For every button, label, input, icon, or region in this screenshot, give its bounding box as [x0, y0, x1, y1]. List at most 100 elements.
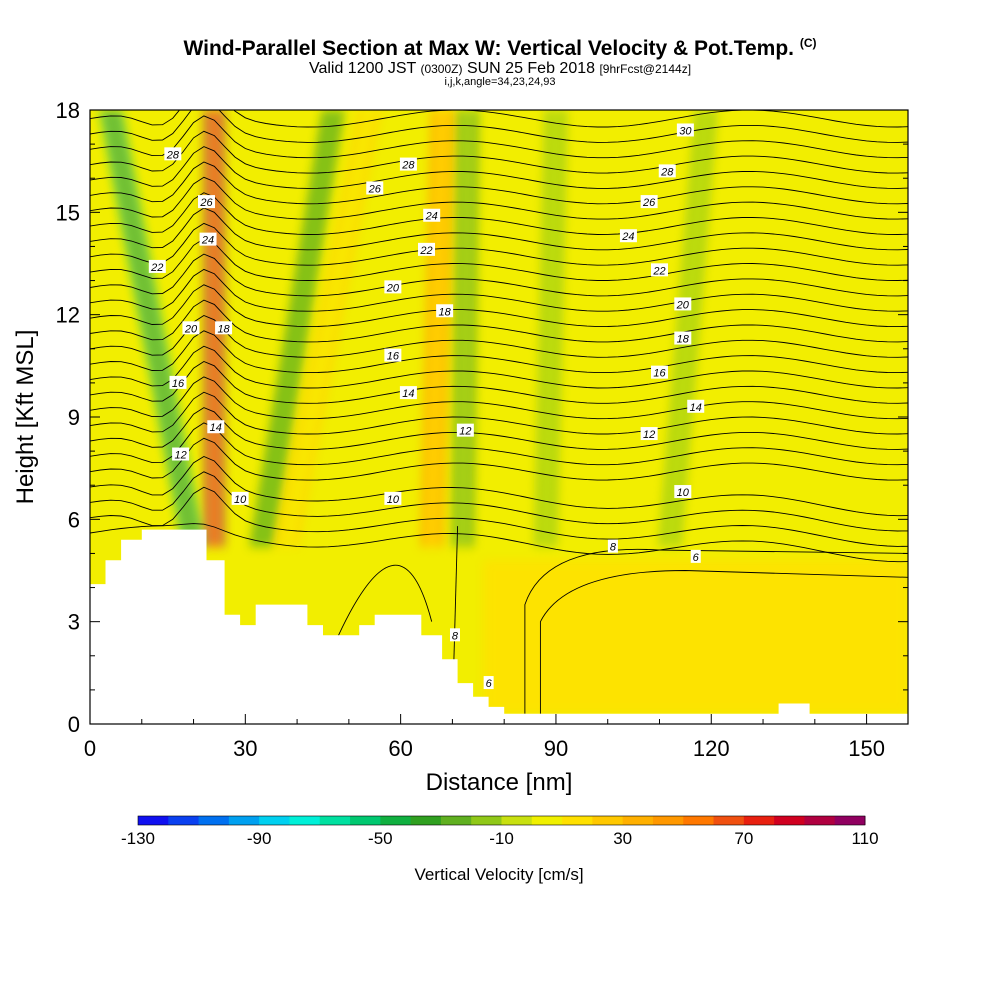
- contour-label-bg: [215, 321, 233, 335]
- contour-label: 20: [386, 282, 400, 294]
- colorbar-label: -90: [247, 829, 272, 848]
- colorbar-label: 70: [734, 829, 753, 848]
- contour-label: 24: [621, 231, 634, 243]
- theta-contour-low-a: [524, 548, 908, 714]
- valid-utc: (0300Z): [420, 62, 463, 76]
- contour-label-bg: [197, 195, 215, 209]
- contour-label-bg: [436, 304, 454, 318]
- contour-label: 12: [459, 426, 471, 438]
- colorbar-swatch: [562, 816, 593, 825]
- colorbar-swatch: [683, 816, 715, 825]
- y-axis: 0 3 6 9 12 15 18: [56, 98, 908, 737]
- contour-label: 26: [642, 197, 656, 209]
- colorbar-swatch: [471, 816, 502, 825]
- contour-label-bg: [423, 208, 441, 222]
- contour-label: 18: [439, 306, 452, 318]
- contour-label: 14: [210, 422, 222, 434]
- contour-label: 28: [166, 149, 180, 161]
- contour-label-bg: [640, 195, 658, 209]
- colorbar-swatch: [289, 816, 321, 825]
- colorbar-swatch: [198, 816, 230, 825]
- contour-label: 26: [368, 183, 382, 195]
- contour-label: 18: [217, 323, 230, 335]
- theta-contour-5: [90, 422, 908, 466]
- theta-contour-9: [90, 360, 908, 404]
- theta-contour-21: [90, 176, 908, 220]
- colorbar-label: 110: [851, 829, 878, 848]
- contour-label-bg: [619, 229, 637, 243]
- contour-label: 12: [174, 450, 186, 462]
- theta-contour-15: [90, 268, 908, 312]
- y-tick-label: 6: [68, 507, 80, 532]
- contour-label: 10: [387, 494, 400, 506]
- theta-contour-8: [90, 376, 908, 420]
- contour-label: 6: [486, 678, 493, 690]
- contour-label: 28: [401, 160, 415, 172]
- contour-label-bg: [676, 123, 694, 137]
- theta-contour-low-b: [539, 570, 908, 714]
- contour-label-bg: [640, 427, 658, 441]
- contour-label-bg: [231, 491, 249, 505]
- contour-label: 16: [172, 378, 185, 390]
- colorbar-swatch: [652, 816, 684, 825]
- contour-label: 22: [150, 262, 163, 274]
- colorbar-swatch: [138, 816, 169, 825]
- down-band-4-level-3: [666, 110, 710, 547]
- contour-label-bg: [687, 399, 705, 413]
- y-axis-title: Height [Kft MSL]: [12, 330, 39, 505]
- theta-contour-19: [90, 207, 908, 251]
- colorbar-swatch: [834, 816, 866, 825]
- contour-label-bg: [399, 386, 417, 400]
- contour-label-bg: [207, 420, 225, 434]
- contour-label-bg: [650, 365, 668, 379]
- contour-label-bg: [164, 147, 182, 161]
- theta-contour-20: [90, 192, 908, 235]
- contour-label-bg: [607, 539, 618, 553]
- contour-label-bg: [384, 348, 402, 362]
- y-tick-label: 18: [56, 98, 80, 123]
- colorbar-label: -50: [368, 829, 393, 848]
- colorbar-label: 30: [613, 829, 632, 848]
- contour-label: 16: [387, 351, 400, 363]
- y-tick-label: 3: [68, 610, 80, 635]
- contour-label-bg: [418, 242, 436, 256]
- contour-label-bg: [169, 375, 187, 389]
- colorbar-swatch: [774, 816, 805, 825]
- y-tick-label: 0: [68, 712, 80, 737]
- y-tick-label: 12: [56, 303, 80, 328]
- contour-label: 12: [643, 429, 655, 441]
- y-tick-label: 9: [68, 405, 80, 430]
- contour-label: 8: [610, 542, 617, 554]
- forecast-info: [9hrFcst@2144z]: [599, 62, 692, 76]
- contour-label: 20: [676, 299, 690, 311]
- down-band-2-level-3: [459, 110, 471, 547]
- colorbar-title: Vertical Velocity [cm/s]: [414, 865, 583, 884]
- theta-contour-18: [90, 222, 908, 266]
- contour-label-bg: [674, 485, 692, 499]
- contour-label: 6: [693, 552, 700, 564]
- theta-contour-17: [90, 238, 908, 281]
- up-band-1-level-3: [428, 110, 446, 547]
- colorbar-swatch: [440, 816, 472, 825]
- colorbar-swatch: [350, 816, 381, 825]
- colorbar-swatch: [743, 816, 775, 825]
- colorbar-swatch: [531, 816, 563, 825]
- down-band-0-level-3: [107, 110, 197, 547]
- colorbar-swatch: [228, 816, 260, 825]
- contour-label-bg: [690, 549, 701, 563]
- theta-contour-22: [90, 161, 908, 205]
- contour-label-bg: [384, 280, 402, 294]
- colorbar-swatch: [804, 816, 836, 825]
- contour-label-bg: [456, 423, 474, 437]
- colorbar-swatch: [319, 816, 351, 825]
- colorbar-frame: [137, 815, 866, 826]
- valid-date: SUN 25 Feb 2018: [466, 60, 596, 77]
- contour-label: 10: [234, 494, 247, 506]
- velocity-field: 28 26 24 22 20 18 16 14 12 10 30 28 28 26 26 24 24 22 22 20…: [90, 110, 908, 724]
- contour-label-bg: [658, 164, 676, 178]
- up-band-2-level-3: [283, 110, 373, 547]
- x-tick-label: 150: [848, 736, 885, 761]
- chart-title-tag: (C): [799, 36, 817, 50]
- contour-label: 14: [690, 402, 702, 414]
